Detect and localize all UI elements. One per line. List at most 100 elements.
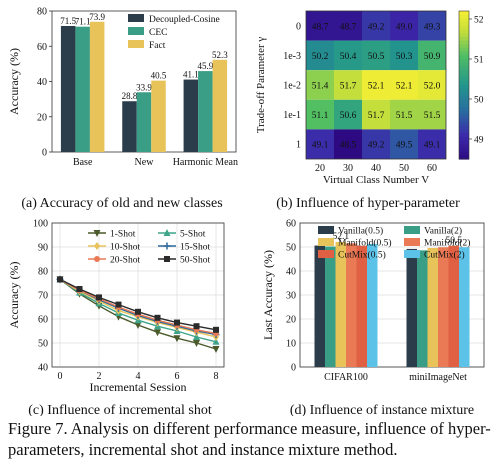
c-data-point	[193, 333, 200, 340]
b-y-axis-label: Trade-off Parameter γ	[255, 37, 267, 134]
b-heatmap-cell	[390, 40, 418, 71]
a-x-tick-label: New	[135, 157, 155, 168]
b-cell-value-label: 48.7	[340, 22, 357, 32]
b-heatmap-cell	[362, 40, 390, 71]
d-y-tick-label: 50	[286, 243, 296, 254]
c-data-point	[96, 294, 102, 301]
a-legend-swatch	[128, 14, 144, 22]
b-colorbar-segment	[459, 103, 469, 108]
d-legend-swatch	[318, 250, 334, 258]
b-colorbar-segment	[459, 96, 469, 101]
b-colorbar-segment	[459, 81, 469, 86]
d-legend-swatch	[404, 226, 420, 234]
b-colorbar-segment	[459, 66, 469, 71]
c-y-tick-label: 70	[38, 291, 48, 302]
b-cell-value-label: 51.4	[312, 82, 329, 92]
b-colorbar-segment	[459, 88, 469, 93]
b-colorbar-segment	[459, 51, 469, 56]
b-heatmap-cell	[390, 99, 418, 130]
d-y-tick-label: 10	[286, 339, 296, 350]
b-colorbar-segment	[459, 29, 469, 34]
d-legend-swatch	[318, 226, 334, 234]
d-bar	[427, 247, 438, 367]
c-legend-marker	[163, 229, 171, 236]
d-bar	[367, 243, 378, 367]
b-colorbar-segment	[459, 22, 469, 27]
c-y-tick-label: 60	[38, 315, 48, 326]
b-colorbar-segment	[459, 125, 469, 130]
b-heatmap-cell	[362, 11, 390, 41]
d-legend-swatch	[318, 238, 334, 246]
c-plot-frame	[51, 222, 225, 368]
d-y-tick-label: 40	[286, 267, 296, 278]
b-cell-value-label: 49.5	[396, 141, 413, 151]
a-legend-swatch	[128, 27, 144, 35]
b-colorbar-segment	[459, 99, 469, 105]
b-cell-value-label: 50.3	[396, 52, 413, 62]
b-y-tick-label: 0	[296, 21, 301, 32]
d-legend-label: Manifold(0.5)	[338, 238, 392, 249]
b-colorbar-segment	[459, 14, 469, 19]
b-heatmap-cell	[362, 129, 390, 159]
b-colorbar-tick-label: 52	[474, 16, 484, 26]
b-cell-value-label: 49.1	[312, 141, 329, 151]
b-colorbar-segment	[459, 147, 469, 153]
b-heatmap-cell	[334, 129, 362, 159]
c-y-tick-label: 100	[33, 219, 48, 230]
b-colorbar-segment	[459, 73, 469, 79]
b-caption: (b) Influence of hyper-parameter	[276, 196, 460, 211]
figure-caption: Figure 7. Analysis on different performa…	[8, 419, 491, 459]
b-cell-value-label: 48.5	[340, 141, 357, 151]
b-y-tick-label: 1e-2	[283, 81, 301, 92]
b-cell-value-label: 49.2	[368, 141, 385, 151]
d-bar	[346, 243, 357, 367]
b-colorbar-segment	[459, 33, 469, 38]
a-legend-label: CEC	[149, 28, 167, 38]
d-bar	[448, 245, 459, 367]
a-legend-label: Decoupled-Cosine	[149, 15, 220, 25]
b-colorbar-segment	[459, 129, 469, 134]
a-bar-value-label: 45.9	[197, 61, 213, 71]
c-legend-label: 50-Shot	[180, 256, 210, 266]
c-x-tick-label: 8	[214, 371, 219, 382]
d-legend-label: CutMix(0.5)	[338, 250, 386, 261]
b-cell-value-label: 50.9	[424, 52, 441, 62]
b-heatmap-cell	[306, 70, 334, 100]
c-x-axis-label: Incremental Session	[90, 380, 187, 394]
a-y-tick-label: 40	[37, 77, 47, 88]
b-x-axis-label: Virtual Class Number V	[323, 174, 429, 186]
b-colorbar-segment	[459, 114, 469, 119]
d-legend-swatch	[404, 250, 420, 258]
b-colorbar-segment	[459, 40, 469, 45]
a-bar	[60, 25, 76, 153]
c-legend-marker	[163, 242, 171, 250]
a-bar	[212, 59, 228, 152]
b-colorbar-segment	[459, 110, 469, 116]
d-legend-label: Vanilla(0.5)	[338, 226, 383, 237]
c-data-point	[173, 335, 181, 343]
b-heatmap-cell	[306, 129, 334, 159]
c-y-tick-label: 80	[38, 267, 48, 278]
b-cell-value-label: 50.5	[368, 52, 385, 62]
b-cell-value-label: 48.7	[312, 22, 329, 32]
b-heatmap-cell	[334, 99, 362, 130]
d-bar	[325, 246, 336, 367]
d-x-tick-label: CIFAR100	[324, 372, 368, 383]
b-colorbar-segment	[459, 48, 469, 53]
c-x-tick-label: 2	[97, 371, 102, 382]
b-colorbar-segment	[459, 151, 469, 156]
b-heatmap-cell	[418, 70, 446, 100]
b-heatmap-cell	[418, 129, 446, 159]
a-bar-value-label: 28.8	[122, 91, 138, 101]
a-bar	[122, 101, 137, 152]
b-colorbar-segment	[459, 62, 469, 68]
b-plot-frame	[305, 10, 447, 160]
a-bar	[89, 21, 105, 152]
a-caption: (a) Accuracy of old and new classes	[21, 196, 222, 211]
c-data-point	[115, 301, 122, 308]
c-data-point	[154, 314, 161, 321]
b-x-tick-label: 50	[399, 163, 409, 174]
b-x-tick-label: 20	[315, 163, 325, 174]
d-bar	[335, 241, 346, 367]
